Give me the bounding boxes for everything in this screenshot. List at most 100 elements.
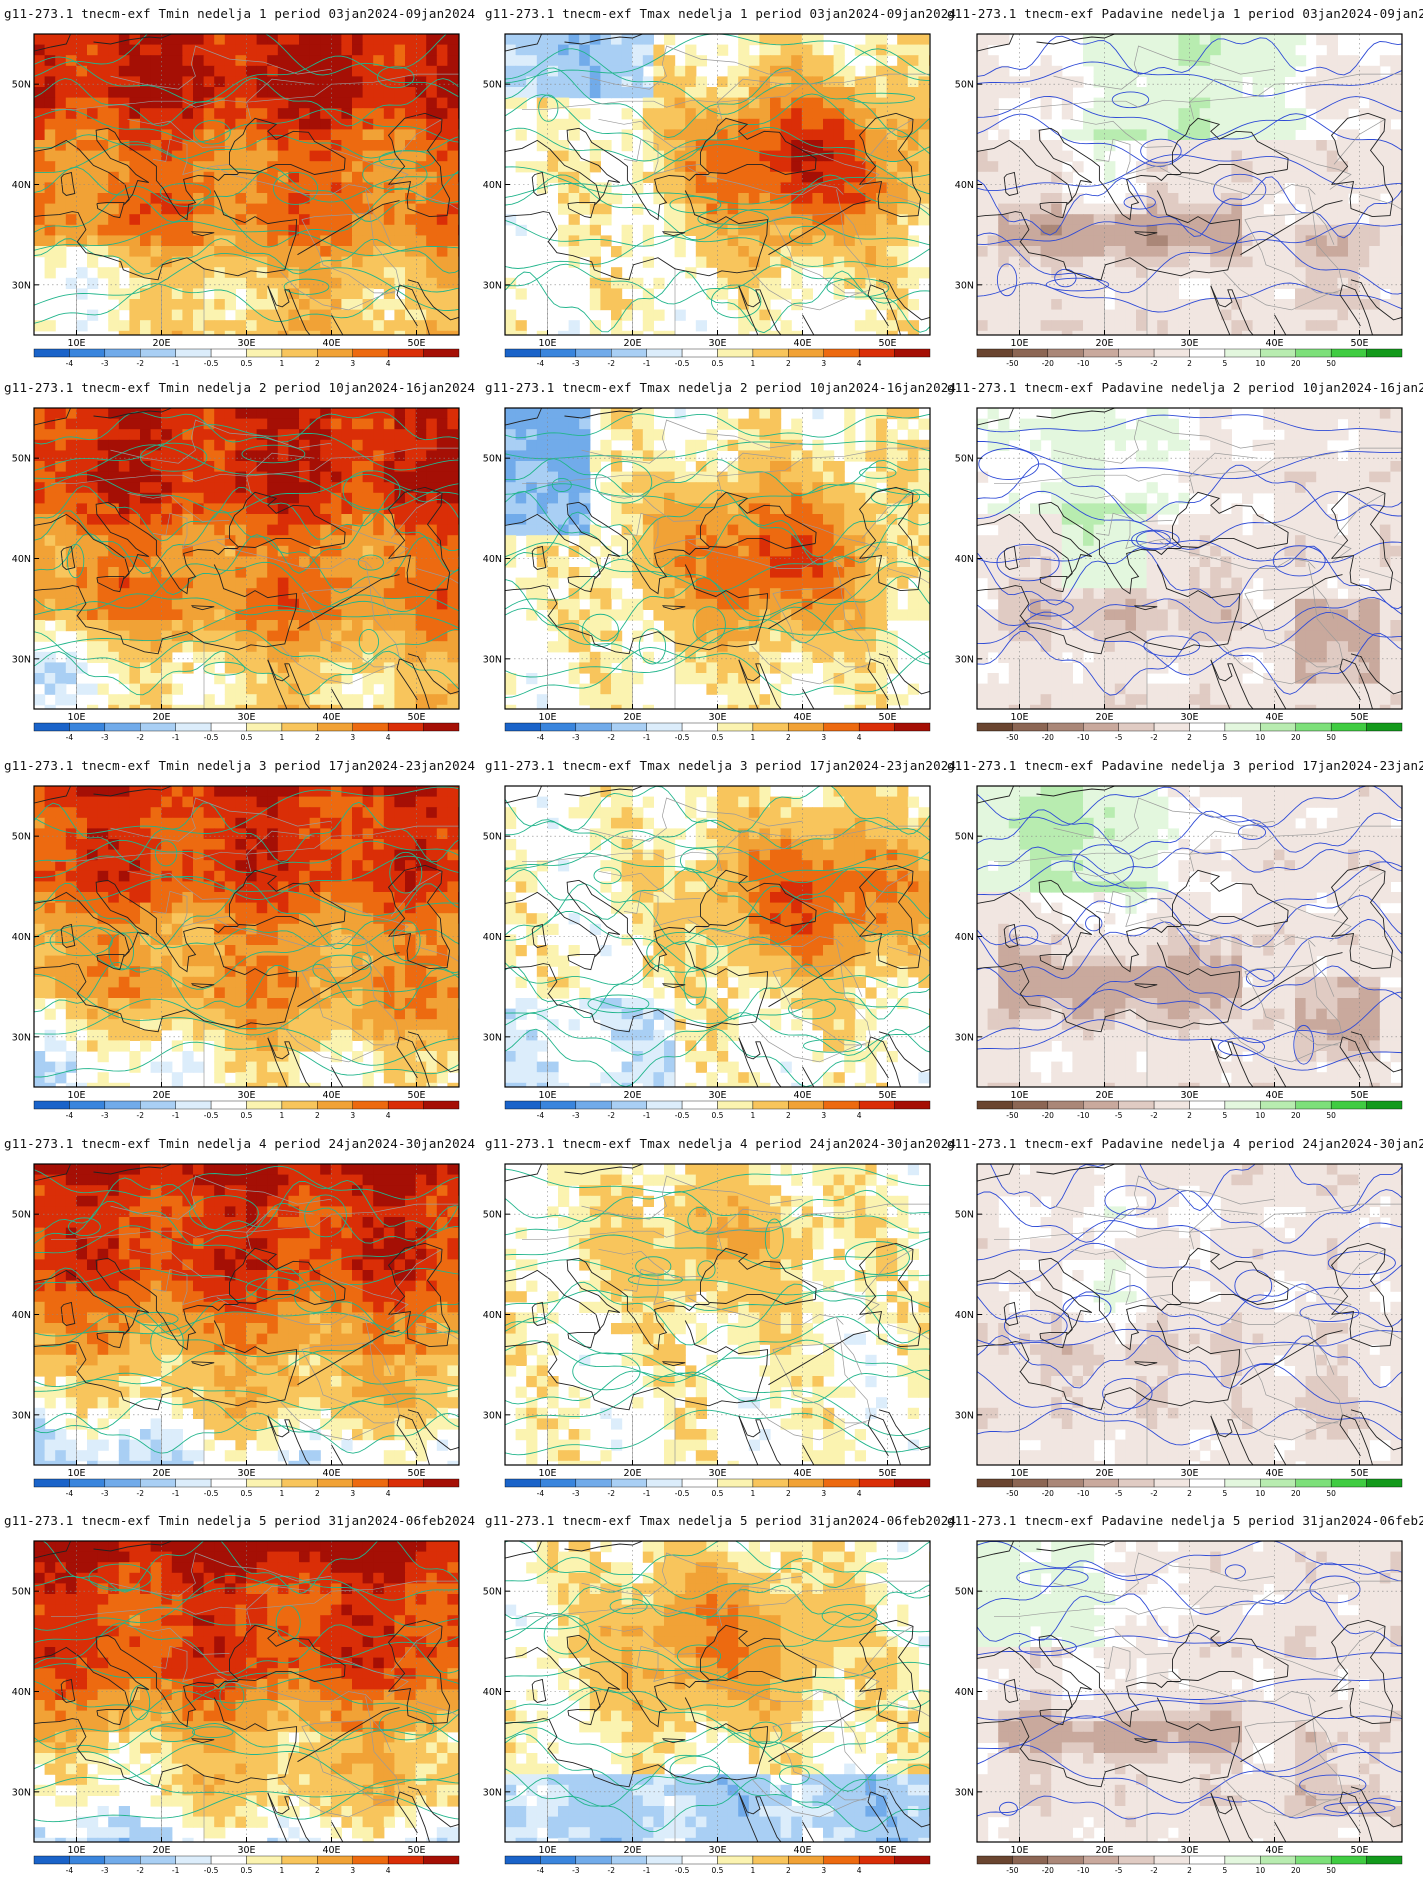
colorbar-label: 50: [1326, 1489, 1336, 1498]
colorbar-label: 3: [821, 1111, 826, 1120]
colorbar-label: -50: [1006, 359, 1018, 368]
colorbar-label: -2: [1150, 359, 1158, 368]
colorbar-swatch: [1047, 1478, 1084, 1488]
colorbar-swatch: [1189, 722, 1226, 732]
colorbar-swatch: [1083, 1855, 1119, 1865]
colorbar-swatch: [1118, 348, 1155, 358]
anomaly-shading: [34, 408, 459, 709]
colorbar-swatch: [317, 1855, 353, 1865]
lat-lon-grid: [977, 786, 1402, 1087]
colorbar-swatch: [104, 348, 141, 358]
colorbar-swatch: [752, 1100, 789, 1110]
colorbar-swatch: [1295, 348, 1332, 358]
colorbar-swatch: [104, 1100, 141, 1110]
colorbar-swatch: [1189, 1855, 1226, 1865]
colorbar-swatch: [823, 1478, 860, 1488]
colorbar-label: -0.5: [675, 1489, 690, 1498]
colorbar-swatch: [140, 1855, 176, 1865]
lon-tick-label: 10E: [1010, 712, 1028, 723]
colorbar-label: -10: [1077, 1489, 1089, 1498]
colorbar-label: -50: [1006, 1111, 1018, 1120]
axis-ticks: 10E 20E 30E 40E 50E 30N 40N 50N: [955, 454, 1369, 723]
colorbar-label: 0.5: [241, 1489, 253, 1498]
lon-tick-label: 30E: [708, 1845, 726, 1856]
panel-title: g11-273.1 tnecm-exf Tmin nedelja 3 perio…: [4, 758, 476, 773]
lat-lon-grid: [977, 1541, 1402, 1842]
colorbar-label: 1: [280, 733, 285, 742]
colorbar-label: -0.5: [204, 359, 219, 368]
lon-tick-label: 30E: [708, 338, 726, 349]
lat-tick-label: 50N: [955, 1587, 974, 1598]
colorbar-label: 20: [1291, 733, 1301, 742]
colorbar-label: -5: [1115, 733, 1123, 742]
colorbar-swatch: [1366, 722, 1403, 732]
colorbar-swatch: [387, 1855, 424, 1865]
contour-lines: [505, 413, 930, 698]
colorbar-label: 2: [315, 1866, 320, 1875]
colorbar-swatch: [1047, 1100, 1084, 1110]
lat-tick-label: 40N: [483, 554, 502, 565]
colorbar-swatch: [858, 348, 895, 358]
colorbar-label: 2: [315, 1111, 320, 1120]
colorbar-label: -3: [101, 733, 109, 742]
colorbar-swatch: [1118, 1478, 1155, 1488]
axis-ticks: 10E 20E 30E 40E 50E 30N 40N 50N: [12, 80, 426, 349]
colorbar-swatch: [788, 722, 824, 732]
map-panel-prec-week-2: 10E 20E 30E 40E 50E 30N 40N 50N -50 -20 -10 -5 -2 2 5 1…: [955, 407, 1403, 742]
colorbar-label: -2: [608, 359, 616, 368]
coastlines: [505, 34, 930, 335]
colorbar-label: -5: [1115, 1111, 1123, 1120]
lon-tick-label: 40E: [1265, 338, 1283, 349]
lat-lon-grid: [505, 34, 930, 335]
colorbar: -4 -3 -2 -1 -0.5 0.5 1 2 3 4: [504, 722, 931, 742]
axis-ticks: 10E 20E 30E 40E 50E 30N 40N 50N: [12, 454, 426, 723]
lat-tick-label: 30N: [955, 1410, 974, 1421]
lat-lon-grid: [34, 408, 459, 709]
colorbar-label: 1: [751, 1111, 756, 1120]
colorbar-swatch: [1295, 1100, 1332, 1110]
colorbar-swatch: [717, 348, 754, 358]
lat-lon-grid: [505, 786, 930, 1087]
colorbar-swatch: [681, 1478, 718, 1488]
colorbar-swatch: [788, 1478, 824, 1488]
anomaly-shading: [505, 34, 930, 335]
colorbar-swatch: [1224, 1855, 1261, 1865]
colorbar-swatch: [423, 348, 460, 358]
colorbar-swatch: [210, 722, 247, 732]
colorbar-label: -50: [1006, 1866, 1018, 1875]
colorbar-swatch: [1366, 1478, 1403, 1488]
colorbar: -50 -20 -10 -5 -2 2 5 10 20 50: [976, 722, 1403, 742]
colorbar-swatch: [1153, 348, 1190, 358]
colorbar-swatch: [976, 722, 1013, 732]
lon-tick-label: 50E: [878, 1090, 896, 1101]
colorbar-swatch: [246, 722, 283, 732]
lat-tick-label: 40N: [955, 1687, 974, 1698]
colorbar-label: 10: [1256, 359, 1266, 368]
lat-tick-label: 40N: [12, 1310, 31, 1321]
colorbar-label: -4: [537, 1866, 545, 1875]
lon-tick-label: 30E: [708, 1090, 726, 1101]
lon-tick-label: 20E: [1095, 712, 1113, 723]
colorbar-swatch: [1012, 1478, 1049, 1488]
colorbar-label: 1: [280, 1489, 285, 1498]
colorbar-label: -2: [137, 733, 145, 742]
lat-tick-label: 40N: [955, 180, 974, 191]
lon-tick-label: 30E: [237, 1845, 255, 1856]
axis-ticks: 10E 20E 30E 40E 50E 30N 40N 50N: [955, 1210, 1369, 1479]
colorbar-label: 0.5: [712, 1111, 724, 1120]
colorbar-swatch: [1260, 348, 1296, 358]
lon-tick-label: 50E: [1350, 712, 1368, 723]
map-panel-tmin-week-1: 10E 20E 30E 40E 50E 30N 40N 50N -4 -3 -2 -1 -0.5 0.5 1…: [12, 33, 460, 368]
colorbar-label: 0.5: [241, 1111, 253, 1120]
colorbar-swatch: [33, 348, 70, 358]
colorbar-label: 2: [315, 733, 320, 742]
colorbar-label: -4: [66, 1866, 74, 1875]
colorbar-label: -4: [66, 1489, 74, 1498]
colorbar-swatch: [894, 1855, 931, 1865]
colorbar-swatch: [1012, 1100, 1049, 1110]
axis-ticks: 10E 20E 30E 40E 50E 30N 40N 50N: [483, 454, 897, 723]
lon-tick-label: 10E: [538, 1468, 556, 1479]
colorbar-swatch: [858, 1855, 895, 1865]
colorbar-label: 2: [315, 1489, 320, 1498]
colorbar-label: 1: [280, 1111, 285, 1120]
